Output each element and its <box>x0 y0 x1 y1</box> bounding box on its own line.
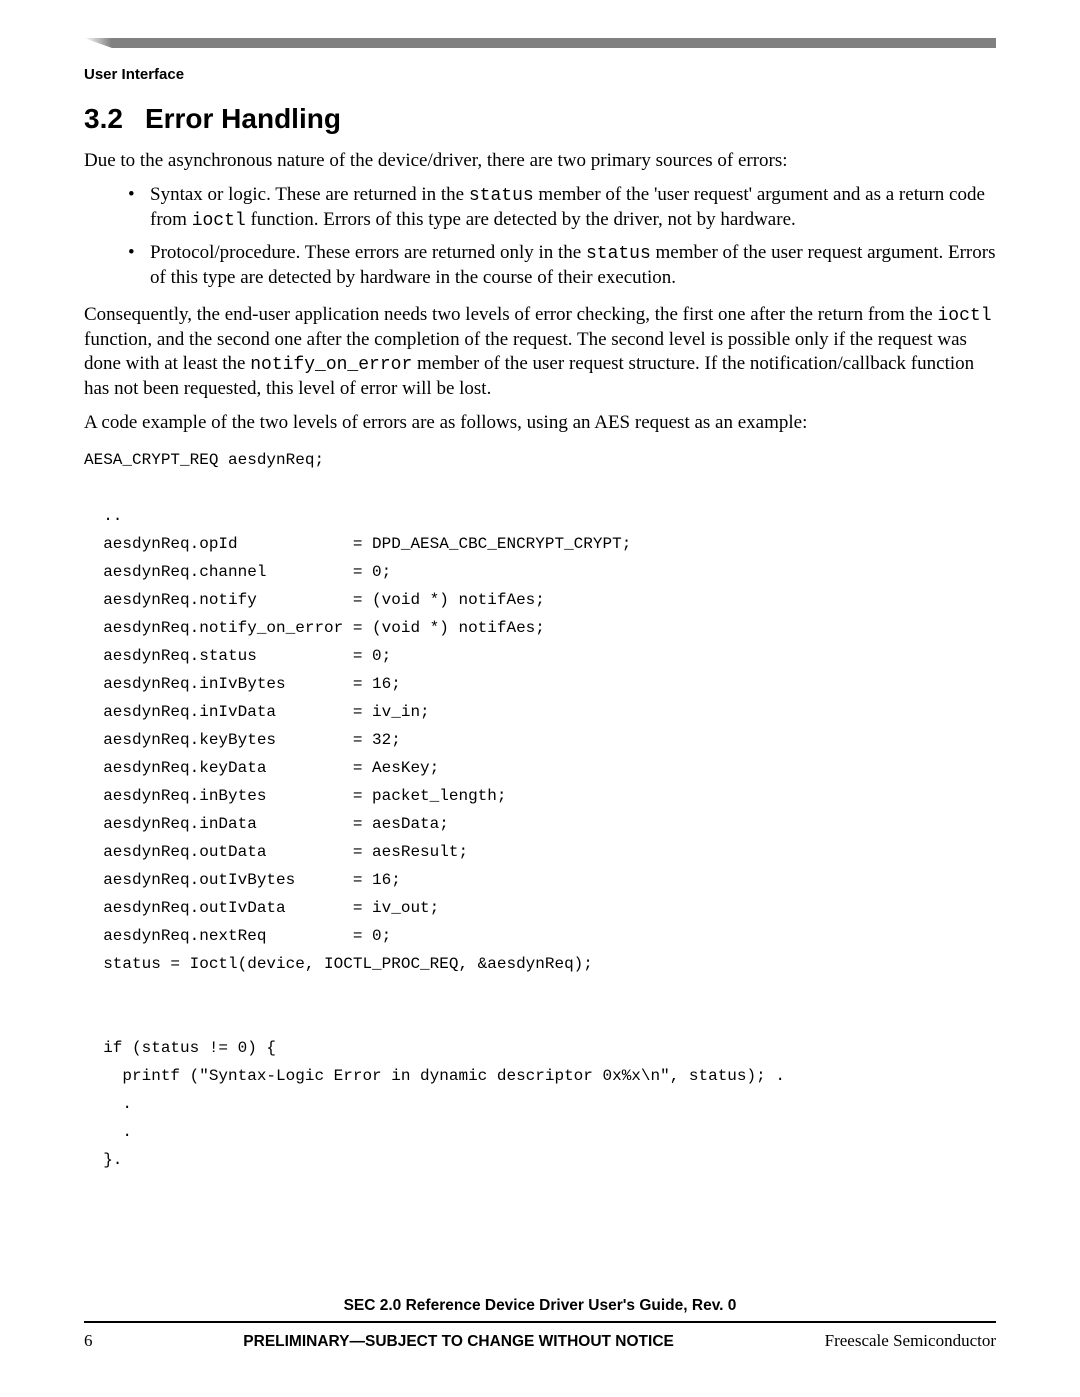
code-inline: status <box>586 244 651 264</box>
list-item: Protocol/procedure. These errors are ret… <box>150 241 996 290</box>
page-content: User Interface 3.2 Error Handling Due to … <box>0 0 1080 1174</box>
bullet-text: function. Errors of this type are detect… <box>246 209 796 230</box>
code-inline: notify_on_error <box>250 355 412 375</box>
list-item: Syntax or logic. These are returned in t… <box>150 183 996 233</box>
code-inline: status <box>469 186 534 206</box>
footer-notice: PRELIMINARY—SUBJECT TO CHANGE WITHOUT NO… <box>93 1333 825 1351</box>
intro-paragraph: Due to the asynchronous nature of the de… <box>84 149 996 173</box>
footer-row: 6 PRELIMINARY—SUBJECT TO CHANGE WITHOUT … <box>84 1331 996 1351</box>
section-label: User Interface <box>84 66 996 83</box>
code-example: AESA_CRYPT_REQ aesdynReq; .. aesdynReq.o… <box>84 446 996 1174</box>
bullet-text: Protocol/procedure. These errors are ret… <box>150 242 586 263</box>
error-sources-list: Syntax or logic. These are returned in t… <box>84 183 996 290</box>
page-number: 6 <box>84 1331 93 1351</box>
paragraph-text: Consequently, the end-user application n… <box>84 304 937 325</box>
header-rule <box>84 38 996 48</box>
bullet-text: Syntax or logic. These are returned in t… <box>150 184 469 205</box>
heading-number: 3.2 <box>84 103 123 135</box>
footer-rule <box>84 1321 996 1323</box>
footer-company: Freescale Semiconductor <box>825 1331 996 1351</box>
code-inline: ioctl <box>937 306 991 326</box>
page-footer: SEC 2.0 Reference Device Driver User's G… <box>84 1297 996 1351</box>
heading-title: Error Handling <box>145 103 341 134</box>
code-intro-paragraph: A code example of the two levels of erro… <box>84 411 996 435</box>
body-paragraph: Consequently, the end-user application n… <box>84 303 996 402</box>
section-heading: 3.2 Error Handling <box>84 103 996 135</box>
code-inline: ioctl <box>192 211 246 231</box>
footer-doc-title: SEC 2.0 Reference Device Driver User's G… <box>84 1297 996 1315</box>
